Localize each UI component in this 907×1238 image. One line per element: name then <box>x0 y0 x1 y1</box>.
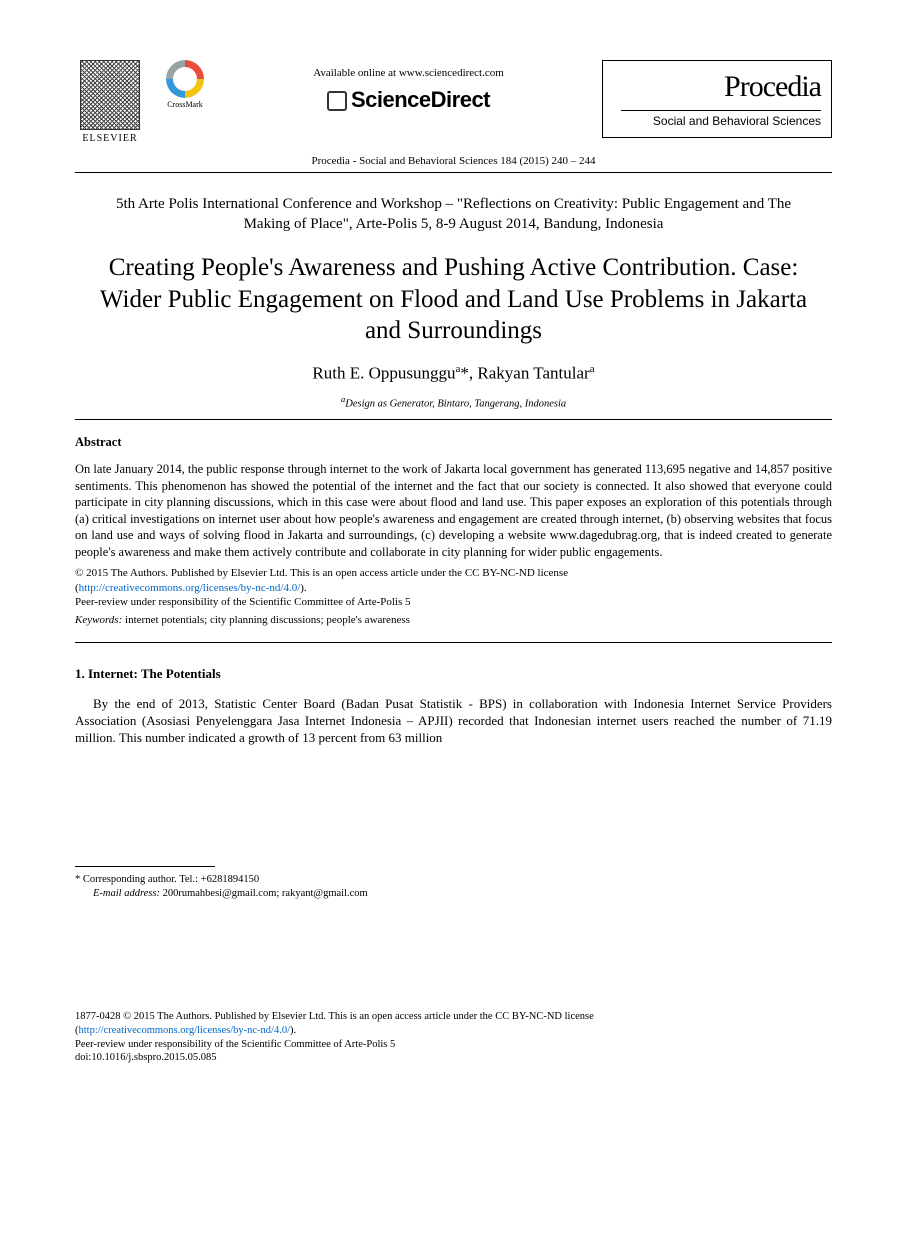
elsevier-logo: ELSEVIER <box>75 60 145 146</box>
email-label: E-mail address: <box>93 888 160 899</box>
sciencedirect-icon <box>327 91 347 111</box>
abstract-body: On late January 2014, the public respons… <box>75 461 832 560</box>
keywords-text: internet potentials; city planning discu… <box>122 614 410 626</box>
journal-subtitle: Social and Behavioral Sciences <box>621 110 821 129</box>
affiliation: aDesign as Generator, Bintaro, Tangerang… <box>75 394 832 412</box>
elsevier-label: ELSEVIER <box>82 132 137 146</box>
author-2-affil-sup: a <box>590 363 595 375</box>
journal-title: Procedia <box>621 67 821 108</box>
affiliation-text: Design as Generator, Bintaro, Tangerang,… <box>345 398 566 409</box>
footer-doi: doi:10.1016/j.sbspro.2015.05.085 <box>75 1052 216 1063</box>
footer-license-link[interactable]: http://creativecommons.org/licenses/by-n… <box>79 1025 291 1036</box>
copyright-line: © 2015 The Authors. Published by Elsevie… <box>75 567 568 579</box>
rule-above-abstract <box>75 419 832 420</box>
page-header: ELSEVIER CrossMark Available online at w… <box>75 60 832 146</box>
email-addresses: 200rumahbesi@gmail.com; rakyant@gmail.co… <box>160 888 368 899</box>
crossmark-icon <box>166 60 204 98</box>
peer-review-line: Peer-review under responsibility of the … <box>75 596 411 608</box>
keywords: Keywords: internet potentials; city plan… <box>75 613 832 628</box>
footnote-rule <box>75 866 215 867</box>
section-1-para: By the end of 2013, Statistic Center Boa… <box>75 695 832 746</box>
center-header: Available online at www.sciencedirect.co… <box>215 60 602 115</box>
authors: Ruth E. Oppusunggua*, Rakyan Tantulara <box>75 362 832 386</box>
sciencedirect-logo: ScienceDirect <box>225 85 592 115</box>
article-title: Creating People's Awareness and Pushing … <box>85 252 822 346</box>
sciencedirect-text: ScienceDirect <box>351 87 490 112</box>
author-1-star: *, <box>460 364 477 383</box>
citation-line: Procedia - Social and Behavioral Science… <box>75 154 832 169</box>
abstract-heading: Abstract <box>75 434 832 451</box>
corresponding-author: * Corresponding author. Tel.: +628189415… <box>75 873 832 887</box>
page-footer: 1877-0428 © 2015 The Authors. Published … <box>75 1010 832 1065</box>
footer-peer-review: Peer-review under responsibility of the … <box>75 1039 395 1050</box>
author-2: Rakyan Tantular <box>477 364 589 383</box>
section-1-heading: 1. Internet: The Potentials <box>75 665 832 683</box>
author-1: Ruth E. Oppusunggu <box>312 364 455 383</box>
crossmark-badge[interactable]: CrossMark <box>155 60 215 111</box>
header-rule <box>75 172 832 173</box>
elsevier-tree-icon <box>80 60 140 130</box>
rule-below-keywords <box>75 642 832 643</box>
copyright-block: © 2015 The Authors. Published by Elsevie… <box>75 566 832 609</box>
crossmark-label: CrossMark <box>167 100 203 111</box>
available-online: Available online at www.sciencedirect.co… <box>225 66 592 81</box>
footer-issn: 1877-0428 © 2015 The Authors. Published … <box>75 1011 594 1022</box>
footnote: * Corresponding author. Tel.: +628189415… <box>75 873 832 900</box>
journal-box: Procedia Social and Behavioral Sciences <box>602 60 832 138</box>
conference-info: 5th Arte Polis International Conference … <box>105 195 802 234</box>
keywords-label: Keywords: <box>75 614 122 626</box>
license-link[interactable]: http://creativecommons.org/licenses/by-n… <box>79 582 301 594</box>
